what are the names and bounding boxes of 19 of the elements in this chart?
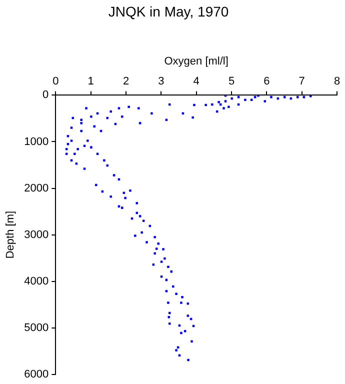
chart-title: JNQK in May, 1970 <box>108 3 229 20</box>
x-tick-label: 0 <box>52 76 59 88</box>
x-tick-label: 7 <box>298 76 305 88</box>
x-tick-label: 1 <box>88 76 94 88</box>
x-tick-label: 2 <box>122 76 130 88</box>
y-axis-title: Depth [m] <box>4 210 17 259</box>
y-tick-label: 5000 <box>24 322 49 334</box>
x-tick-label: 3 <box>158 76 164 88</box>
x-axis-title: Oxygen [ml/l] <box>164 55 228 68</box>
y-tick-label: 6000 <box>24 368 49 380</box>
x-tick-label: 8 <box>334 76 340 88</box>
x-tick-label: 5 <box>228 76 235 88</box>
x-tick-label: 6 <box>264 76 270 88</box>
x-tick-label: 4 <box>193 76 200 88</box>
y-tick-label: 4000 <box>24 275 49 288</box>
y-tick-label: 2000 <box>24 182 49 194</box>
y-tick-label: 1000 <box>24 136 49 148</box>
y-tick-label: 0 <box>42 89 49 102</box>
y-tick-label: 3000 <box>24 228 49 241</box>
